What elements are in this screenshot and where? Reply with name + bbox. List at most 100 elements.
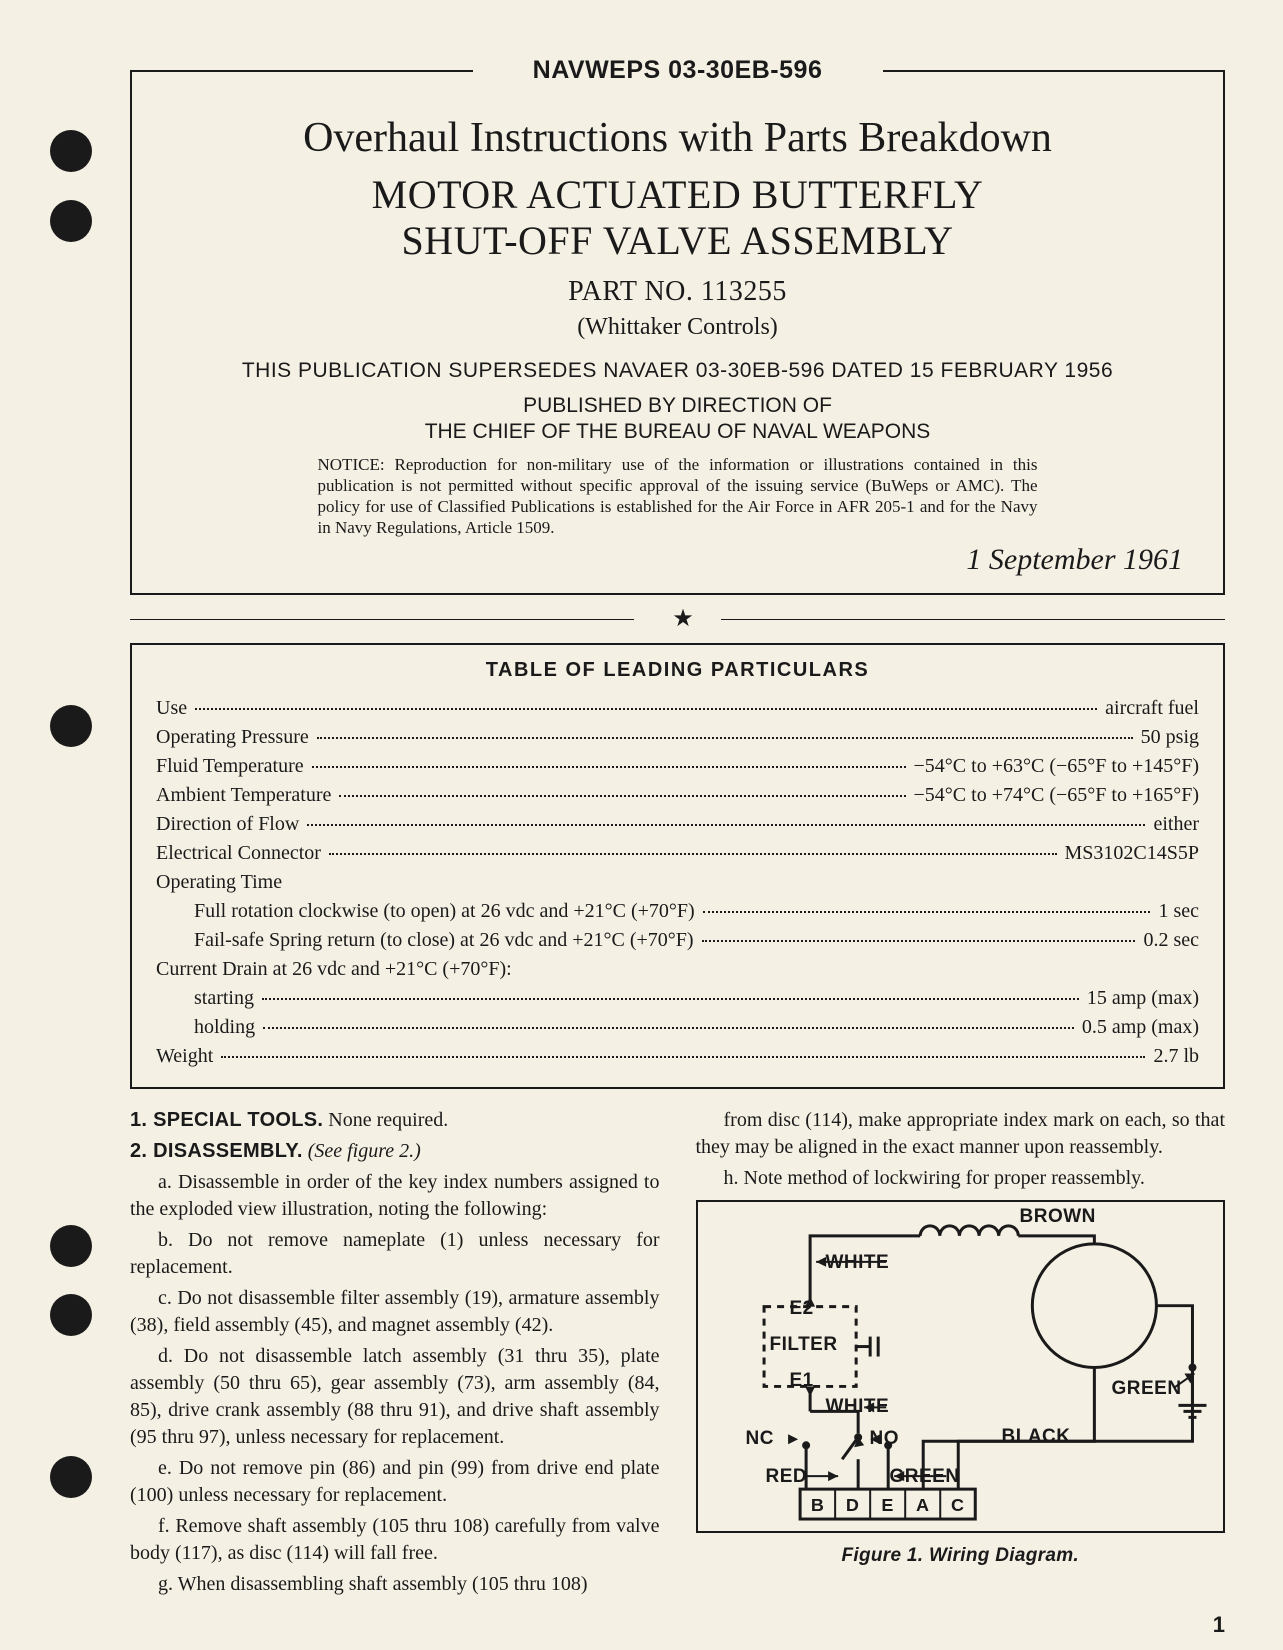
svg-text:B: B (810, 1495, 824, 1515)
leader-dots (221, 1056, 1145, 1058)
star-icon: ★ (672, 603, 694, 632)
particulars-title: TABLE OF LEADING PARTICULARS (156, 659, 1199, 682)
published-l2: THE CHIEF OF THE BUREAU OF NAVAL WEAPONS (425, 420, 931, 443)
publication-date: 1 September 1961 (172, 543, 1183, 577)
body-paragraph: h. Note method of lockwiring for proper … (696, 1165, 1226, 1192)
spec-value: 2.7 lb (1153, 1042, 1199, 1071)
label-red: RED (766, 1464, 808, 1490)
leader-dots (702, 940, 1136, 942)
section-heading: 2. DISASSEMBLY. (See figure 2.) (130, 1138, 660, 1165)
spec-label: Full rotation clockwise (to open) at 26 … (156, 897, 695, 926)
spec-label: Use (156, 694, 187, 723)
published-by: PUBLISHED BY DIRECTION OF THE CHIEF OF T… (172, 393, 1183, 446)
published-l1: PUBLISHED BY DIRECTION OF (523, 394, 832, 417)
svg-text:D: D (845, 1495, 859, 1515)
leader-dots (312, 766, 906, 768)
spec-row: Fluid Temperature −54°C to +63°C (−65°F t… (156, 752, 1199, 781)
body-paragraph: b. Do not remove nameplate (1) unless ne… (130, 1227, 660, 1281)
spec-label: starting (156, 984, 254, 1013)
spec-heading: Current Drain at 26 vdc and +21°C (+70°F… (156, 955, 1199, 984)
figure-1-caption: Figure 1. Wiring Diagram. (696, 1543, 1226, 1569)
punch-hole (50, 1456, 92, 1498)
supersedes-line: THIS PUBLICATION SUPERSEDES NAVAER 03-30… (172, 359, 1183, 383)
label-green2: GREEN (1112, 1376, 1182, 1402)
document-id: NAVWEPS 03-30EB-596 (521, 56, 835, 85)
spec-row: holding 0.5 amp (max) (156, 1013, 1199, 1042)
star-divider: ★ (130, 607, 1225, 631)
spec-row: Direction of Flow either (156, 810, 1199, 839)
label-no: NO (870, 1426, 900, 1452)
leader-dots (317, 737, 1133, 739)
label-e2: E2 (790, 1296, 814, 1322)
spec-label: Ambient Temperature (156, 781, 331, 810)
spec-row: Electrical Connector MS3102C14S5P (156, 839, 1199, 868)
leading-particulars-table: TABLE OF LEADING PARTICULARS Use aircraft… (130, 643, 1225, 1089)
body-paragraph: from disc (114), make appropriate index … (696, 1107, 1226, 1161)
spec-label: Fluid Temperature (156, 752, 304, 781)
leader-dots (703, 911, 1151, 913)
title-assembly: MOTOR ACTUATED BUTTERFLY SHUT-OFF VALVE … (172, 172, 1183, 264)
spec-value: aircraft fuel (1105, 694, 1199, 723)
spec-value: 50 psig (1141, 723, 1199, 752)
spec-value: MS3102C14S5P (1065, 839, 1200, 868)
label-black: BLACK (1002, 1424, 1071, 1450)
svg-text:A: A (915, 1495, 929, 1515)
spec-label: holding (156, 1013, 255, 1042)
leader-dots (329, 853, 1057, 855)
spec-label: Fail-safe Spring return (to close) at 26… (156, 926, 694, 955)
spec-heading: Operating Time (156, 868, 1199, 897)
punch-hole (50, 200, 92, 242)
label-brown: BROWN (1020, 1204, 1096, 1230)
body-columns: 1. SPECIAL TOOLS. None required. 2. DISAS… (130, 1107, 1225, 1602)
spec-row: Full rotation clockwise (to open) at 26 … (156, 897, 1199, 926)
spec-value: either (1153, 810, 1199, 839)
spec-value: 1 sec (1158, 897, 1199, 926)
body-paragraph: g. When disassembling shaft assembly (10… (130, 1571, 660, 1598)
manufacturer: (Whittaker Controls) (172, 314, 1183, 341)
body-paragraph: c. Do not disassemble filter assembly (1… (130, 1285, 660, 1339)
column-1: 1. SPECIAL TOOLS. None required. 2. DISAS… (130, 1107, 660, 1602)
leader-dots (339, 795, 905, 797)
spec-row: Operating Pressure 50 psig (156, 723, 1199, 752)
page-number: 1 (130, 1612, 1225, 1638)
label-nc: NC (746, 1426, 774, 1452)
part-number: PART NO. 113255 (172, 276, 1183, 308)
label-e1: E1 (790, 1368, 814, 1394)
spec-value: 0.2 sec (1143, 926, 1199, 955)
spec-row: Weight 2.7 lb (156, 1042, 1199, 1071)
body-paragraph: a. Disassemble in order of the key index… (130, 1169, 660, 1223)
label-white1: WHITE (826, 1250, 890, 1276)
punch-hole (50, 130, 92, 172)
spec-row: Use aircraft fuel (156, 694, 1199, 723)
svg-text:C: C (950, 1495, 964, 1515)
spec-row: Ambient Temperature −54°C to +74°C (−65°F… (156, 781, 1199, 810)
spec-value: 15 amp (max) (1087, 984, 1199, 1013)
label-white2: WHITE (826, 1394, 890, 1420)
spec-label: Direction of Flow (156, 810, 299, 839)
column-2: from disc (114), make appropriate index … (696, 1107, 1226, 1602)
leader-dots (195, 708, 1097, 710)
spec-value: −54°C to +74°C (−65°F to +165°F) (914, 781, 1199, 810)
label-filter: FILTER (770, 1332, 838, 1358)
spec-label: Electrical Connector (156, 839, 321, 868)
title-assembly-l1: MOTOR ACTUATED BUTTERFLY (372, 172, 984, 217)
body-paragraph: d. Do not disassemble latch assembly (31… (130, 1343, 660, 1451)
svg-text:E: E (881, 1495, 894, 1515)
punch-hole (50, 1225, 92, 1267)
leader-dots (263, 1027, 1074, 1029)
body-paragraph: e. Do not remove pin (86) and pin (99) f… (130, 1455, 660, 1509)
header-box: NAVWEPS 03-30EB-596 Overhaul Instruction… (130, 70, 1225, 595)
spec-row: Fail-safe Spring return (to close) at 26… (156, 926, 1199, 955)
title-overhaul: Overhaul Instructions with Parts Breakdo… (172, 114, 1183, 162)
spec-row: starting 15 amp (max) (156, 984, 1199, 1013)
leader-dots (262, 998, 1079, 1000)
body-paragraph: f. Remove shaft assembly (105 thru 108) … (130, 1513, 660, 1567)
title-assembly-l2: SHUT-OFF VALVE ASSEMBLY (401, 218, 953, 263)
section-heading: 1. SPECIAL TOOLS. None required. (130, 1107, 660, 1134)
label-green1: GREEN (890, 1464, 960, 1490)
spec-label: Weight (156, 1042, 213, 1071)
spec-value: 0.5 amp (max) (1082, 1013, 1199, 1042)
punch-hole (50, 705, 92, 747)
spec-label: Operating Pressure (156, 723, 309, 752)
spec-value: −54°C to +63°C (−65°F to +145°F) (914, 752, 1199, 781)
